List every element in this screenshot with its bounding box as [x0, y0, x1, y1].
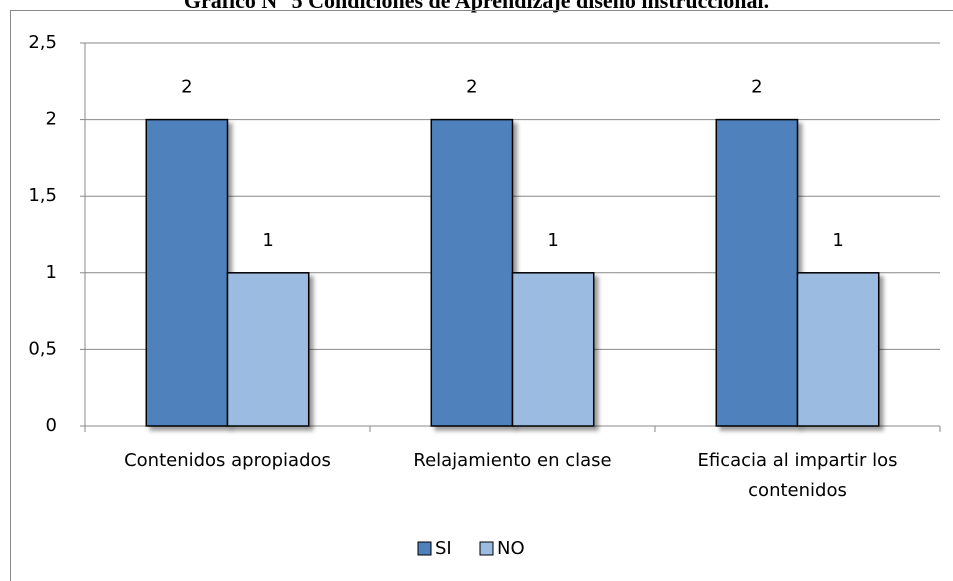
chart-border: [10, 10, 953, 581]
y-tick-label: 0: [46, 415, 57, 436]
legend-label: SI: [435, 538, 452, 559]
x-tick-label: Contenidos apropiados: [124, 450, 331, 471]
data-label: 2: [466, 77, 477, 98]
legend-label: NO: [497, 538, 525, 559]
bar: [226, 272, 310, 427]
y-tick-label: 2: [46, 109, 57, 130]
chart-title: Gráfico N° 5 Condiciones de Aprendizaje …: [183, 0, 770, 13]
y-tick-label: 1,5: [28, 185, 57, 206]
x-tick-label: Eficacia al impartir los contenidos: [697, 450, 898, 501]
bar: [145, 118, 229, 427]
data-label: 2: [181, 77, 192, 98]
bar: [430, 118, 514, 427]
bar: [511, 272, 595, 427]
x-tick-label: Relajamiento en clase: [413, 450, 612, 471]
bar: [715, 118, 799, 427]
legend-swatch: [479, 541, 494, 556]
data-label: 2: [751, 77, 762, 98]
data-label: 1: [832, 230, 843, 251]
data-label: 1: [262, 230, 273, 251]
bar: [796, 272, 880, 427]
legend-swatch: [417, 541, 432, 556]
y-tick-label: 1: [46, 262, 57, 283]
y-tick-label: 2,5: [28, 32, 57, 53]
y-tick-label: 0,5: [28, 338, 57, 359]
data-label: 1: [547, 230, 558, 251]
